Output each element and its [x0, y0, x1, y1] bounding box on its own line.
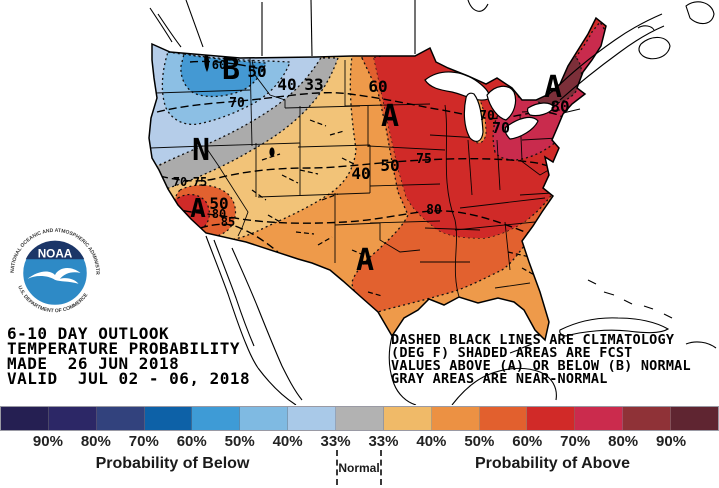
- map-label: A: [381, 99, 399, 134]
- seagull-icon: [27, 268, 81, 284]
- map-label: 70: [229, 96, 245, 111]
- map-label: 70: [492, 119, 510, 137]
- map-label: 70: [173, 175, 187, 189]
- legend-cell: [1, 407, 49, 430]
- neighbor-outlines: [149, 0, 717, 405]
- legend-cell: [240, 407, 289, 430]
- map-label: 50: [380, 156, 399, 175]
- map-label: N: [192, 133, 210, 168]
- lake-huron: [486, 85, 517, 121]
- lake-erie: [504, 116, 539, 140]
- legend-note-block: DASHED BLACK LINES ARE CLIMATOLOGY (DEG …: [391, 332, 691, 387]
- map-label: 80: [212, 207, 226, 221]
- map-label: 50: [247, 62, 266, 81]
- noaa-logo: NOAA NATIONAL OCEANIC AND ATMOSPHERIC AD…: [6, 224, 103, 321]
- note-line: VALUES ABOVE (A) OR BELOW (B) NORMAL: [391, 358, 691, 374]
- legend-tick-label: 70%: [560, 433, 591, 450]
- region-below-50: [180, 53, 267, 98]
- legend-tick-label: 33%: [368, 433, 399, 450]
- map-label: A: [190, 194, 206, 224]
- legend-cell: [288, 407, 337, 430]
- legend-tick-label: 60%: [176, 433, 207, 450]
- normal-label: Normal: [336, 450, 382, 485]
- note-line: GRAY AREAS ARE NEAR-NORMAL: [391, 371, 608, 387]
- legend-tick-label: 80%: [80, 433, 111, 450]
- title-block: 6-10 DAY OUTLOOK TEMPERATURE PROBABILITY…: [7, 324, 251, 388]
- map-label: 75: [416, 152, 432, 167]
- noaa-logo-name: NOAA: [38, 247, 73, 260]
- title-line: TEMPERATURE PROBABILITY: [7, 339, 241, 358]
- map-label: 50: [209, 194, 228, 213]
- legend-cell: [623, 407, 672, 430]
- probability-of-above-label: Probability of Above: [475, 455, 630, 472]
- probability-of-below-label: Probability of Below: [95, 455, 250, 472]
- legend-cell: [527, 407, 576, 430]
- legend-cell: [431, 407, 480, 430]
- map-label: 60: [368, 77, 387, 96]
- note-line: (DEG F) SHADED AREAS ARE FCST: [391, 345, 633, 361]
- legend-cell: [383, 407, 432, 430]
- title-line: MADE 26 JUN 2018: [7, 354, 180, 373]
- legend-tick-label: 90%: [656, 433, 687, 450]
- legend-tick-label: 90%: [32, 433, 63, 450]
- legend-tick-label: 70%: [128, 433, 159, 450]
- legend-tick-label: 40%: [272, 433, 303, 450]
- legend-cell: [575, 407, 624, 430]
- map-label: 40: [351, 164, 370, 183]
- legend-cell: [144, 407, 193, 430]
- legend-tick-label: 50%: [464, 433, 495, 450]
- legend-cell: [479, 407, 528, 430]
- legend-tick-label: 40%: [416, 433, 447, 450]
- great-salt-lake: [269, 147, 275, 157]
- map-label: 40: [277, 75, 296, 94]
- legend-tick-label: 33%: [320, 433, 351, 450]
- title-line: VALID JUL 02 - 06, 2018: [7, 369, 251, 388]
- map-label: A: [544, 70, 562, 105]
- map-label: 60: [212, 58, 226, 72]
- legend-cell: [336, 407, 384, 430]
- map-label: 85: [221, 215, 235, 229]
- map-label: 80: [550, 97, 569, 116]
- legend-cell: [671, 407, 718, 430]
- noaa-logo-sky: [25, 240, 85, 260]
- legend-tick-label: 50%: [224, 433, 255, 450]
- title-line: 6-10 DAY OUTLOOK: [7, 324, 170, 343]
- map-label: B: [222, 52, 240, 87]
- us-outline: [148, 16, 607, 342]
- lake-ontario: [526, 102, 555, 117]
- note-line: DASHED BLACK LINES ARE CLIMATOLOGY: [391, 332, 675, 348]
- map-label: 80: [426, 203, 442, 218]
- map-label: A: [356, 243, 374, 278]
- map-label: 70: [479, 109, 495, 124]
- legend-colorbar: [0, 406, 719, 431]
- legend-tick-label: 60%: [512, 433, 543, 450]
- legend-tick-label: 80%: [608, 433, 639, 450]
- map-label: 33: [304, 75, 323, 94]
- lake-michigan: [463, 92, 484, 142]
- legend-cell: [48, 407, 97, 430]
- legend-cell: [192, 407, 241, 430]
- map-label: 75: [193, 175, 207, 189]
- state-borders: [149, 57, 561, 301]
- legend-tick-row: 90% 80% 70% 60% 50% 40% 33% 33% 40% 50% 60% 70% 80% 9…: [0, 433, 719, 451]
- legend-cell: [96, 407, 145, 430]
